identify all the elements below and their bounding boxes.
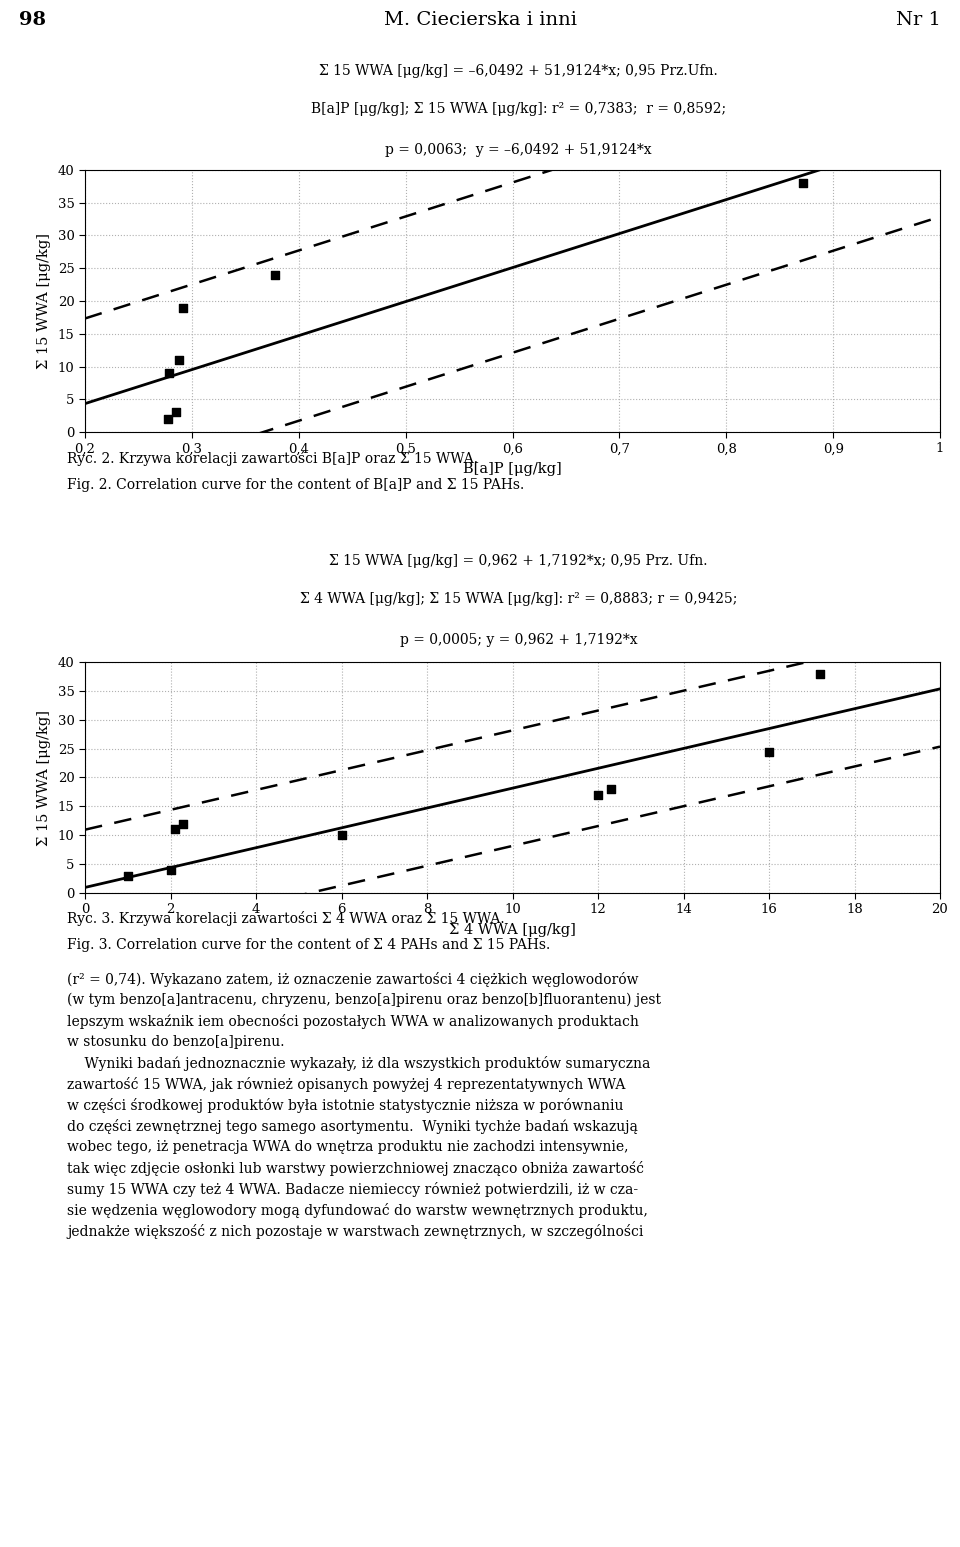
Text: Ryc. 3. Krzywa korelacji zawartości Σ 4 WWA oraz Σ 15 WWA.: Ryc. 3. Krzywa korelacji zawartości Σ 4 … (67, 911, 505, 925)
Text: (r² = 0,74). Wykazano zatem, iż oznaczenie zawartości 4 ciężkich węglowodorów: (r² = 0,74). Wykazano zatem, iż oznaczen… (67, 972, 638, 987)
Point (161, 360, 177, 385)
Text: B[a]P [μg/kg]; Σ 15 WWA [μg/kg]: r² = 0,7383;  r = 0,8592;: B[a]P [μg/kg]; Σ 15 WWA [μg/kg]: r² = 0,… (311, 102, 726, 116)
Text: Fig. 3. Correlation curve for the content of Σ 4 PAHs and Σ 15 PAHs.: Fig. 3. Correlation curve for the conten… (67, 937, 550, 951)
Text: Ryc. 2. Krzywa korelacji zawartości B[a]P oraz Σ 15 WWA.: Ryc. 2. Krzywa korelacji zawartości B[a]… (67, 450, 478, 466)
Text: tak więc zdjęcie osłonki lub warstwy powierzchniowej znacząco obniża zawartość: tak więc zdjęcie osłonki lub warstwy pow… (67, 1160, 644, 1176)
Point (796, 170, 811, 195)
Text: Wyniki badań jednoznacznie wykazały, iż dla wszystkich produktów sumaryczna: Wyniki badań jednoznacznie wykazały, iż … (67, 1057, 651, 1071)
Point (334, 823, 349, 848)
Text: 98: 98 (19, 11, 46, 29)
Point (167, 817, 182, 842)
Text: zawartość 15 WWA, jak również opisanych powyżej 4 reprezentatywnych WWA: zawartość 15 WWA, jak również opisanych … (67, 1077, 626, 1092)
Point (812, 661, 828, 685)
Point (761, 739, 777, 764)
Text: lepszym wskaźnik iem obecności pozostałych WWA w analizowanych produktach: lepszym wskaźnik iem obecności pozostały… (67, 1013, 639, 1029)
Text: p = 0,0063;  y = –6,0492 + 51,9124*x: p = 0,0063; y = –6,0492 + 51,9124*x (385, 144, 652, 158)
Text: M. Ciecierska i inni: M. Ciecierska i inni (383, 11, 577, 29)
Text: Fig. 2. Correlation curve for the content of B[a]P and Σ 15 PAHs.: Fig. 2. Correlation curve for the conten… (67, 478, 524, 492)
Text: Nr 1: Nr 1 (896, 11, 941, 29)
Y-axis label: Σ 15 WWA [μg/kg]: Σ 15 WWA [μg/kg] (36, 234, 51, 370)
Text: sumy 15 WWA czy też 4 WWA. Badacze niemieccy również potwierdzili, iż w cza-: sumy 15 WWA czy też 4 WWA. Badacze niemi… (67, 1182, 638, 1197)
Point (163, 857, 179, 882)
Point (590, 783, 606, 808)
Text: jednakże większość z nich pozostaje w warstwach zewnętrznych, w szczególności: jednakże większość z nich pozostaje w wa… (67, 1224, 643, 1239)
Text: do części zewnętrznej tego samego asortymentu.  Wyniki tychże badań wskazują: do części zewnętrznej tego samego asorty… (67, 1118, 638, 1134)
Y-axis label: Σ 15 WWA [μg/kg]: Σ 15 WWA [μg/kg] (36, 710, 51, 846)
Text: Σ 4 WWA [μg/kg]; Σ 15 WWA [μg/kg]: r² = 0,8883; r = 0,9425;: Σ 4 WWA [μg/kg]; Σ 15 WWA [μg/kg]: r² = … (300, 593, 737, 606)
X-axis label: Σ 4 WWA [μg/kg]: Σ 4 WWA [μg/kg] (449, 924, 576, 937)
Point (176, 295, 191, 320)
Text: p = 0,0005; y = 0,962 + 1,7192*x: p = 0,0005; y = 0,962 + 1,7192*x (399, 633, 637, 647)
Text: (w tym benzo[a]antracenu, chryzenu, benzo[a]pirenu oraz benzo[b]fluorantenu) jes: (w tym benzo[a]antracenu, chryzenu, benz… (67, 993, 661, 1007)
Point (172, 348, 187, 373)
Point (120, 863, 135, 888)
Text: sie wędzenia węglowodory mogą dyfundować do warstw wewnętrznych produktu,: sie wędzenia węglowodory mogą dyfundować… (67, 1204, 648, 1217)
Text: Σ 15 WWA [μg/kg] = 0,962 + 1,7192*x; 0,95 Prz. Ufn.: Σ 15 WWA [μg/kg] = 0,962 + 1,7192*x; 0,9… (329, 554, 708, 568)
X-axis label: B[a]P [μg/kg]: B[a]P [μg/kg] (463, 463, 562, 476)
Point (168, 401, 183, 425)
Text: Σ 15 WWA [μg/kg] = –6,0492 + 51,9124*x; 0,95 Prz.Ufn.: Σ 15 WWA [μg/kg] = –6,0492 + 51,9124*x; … (319, 65, 718, 79)
Text: w stosunku do benzo[a]pirenu.: w stosunku do benzo[a]pirenu. (67, 1035, 285, 1049)
Point (603, 777, 618, 801)
Text: wobec tego, iż penetracja WWA do wnętrza produktu nie zachodzi intensywnie,: wobec tego, iż penetracja WWA do wnętrza… (67, 1140, 629, 1154)
Text: w części środkowej produktów była istotnie statystycznie niższa w porównaniu: w części środkowej produktów była istotn… (67, 1098, 624, 1112)
Point (176, 811, 191, 835)
Point (160, 407, 176, 432)
Point (268, 263, 283, 288)
